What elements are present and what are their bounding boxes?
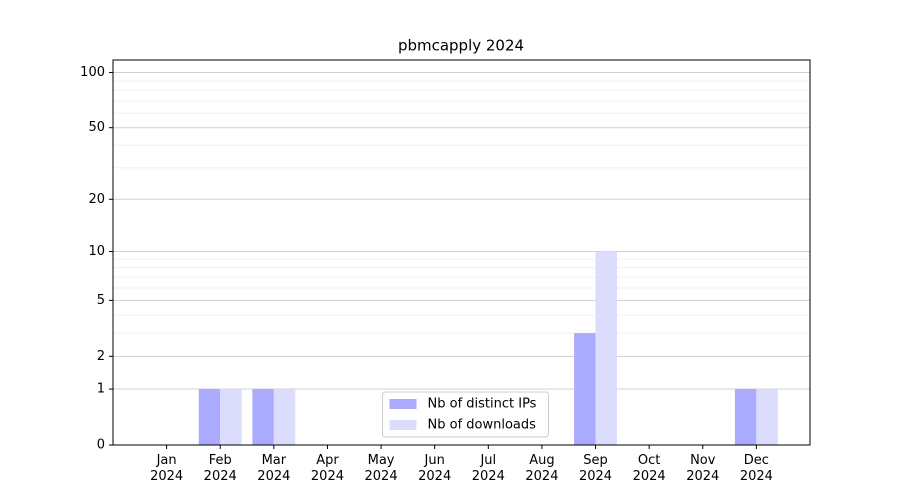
- x-tick-label: May 2024: [364, 453, 398, 484]
- y-tick-label: 0: [97, 438, 105, 453]
- bar: [273, 389, 296, 445]
- legend-swatch: [389, 399, 417, 409]
- legend: Nb of distinct IPs Nb of downloads: [382, 391, 549, 438]
- bar: [595, 251, 617, 445]
- y-tick-label: 10: [88, 244, 105, 259]
- x-tick-label: Feb 2024: [203, 453, 237, 484]
- x-tick-label: Jun 2024: [418, 453, 452, 484]
- y-tick-label: 5: [97, 293, 105, 308]
- bar: [734, 389, 757, 445]
- bar: [756, 389, 778, 445]
- x-tick-label: Mar 2024: [257, 453, 291, 484]
- y-tick-label: 50: [88, 120, 105, 135]
- y-tick-label: 2: [97, 349, 105, 364]
- legend-box: [382, 391, 549, 438]
- bar: [252, 389, 274, 445]
- bar: [574, 333, 596, 445]
- chart-title: pbmcapply 2024: [398, 37, 524, 55]
- bar: [220, 389, 242, 445]
- plot-frame: [112, 59, 811, 446]
- x-tick-label: Oct 2024: [632, 453, 666, 484]
- legend-label: Nb of distinct IPs: [428, 397, 537, 412]
- legend-label: Nb of downloads: [428, 418, 537, 433]
- x-tick-label: Dec 2024: [739, 453, 773, 484]
- x-tick-label: Jan 2024: [150, 453, 184, 484]
- bar: [198, 389, 221, 445]
- y-tick-label: 1: [97, 382, 105, 397]
- y-tick-label: 20: [88, 192, 105, 207]
- y-tick-label: 100: [80, 65, 105, 80]
- x-tick-label: Aug 2024: [525, 453, 559, 484]
- legend-swatch: [389, 420, 417, 430]
- x-tick-label: Jul 2024: [471, 453, 505, 484]
- x-tick-label: Sep 2024: [578, 453, 613, 484]
- x-tick-label: Nov 2024: [686, 453, 720, 484]
- x-tick-label: Apr 2024: [310, 453, 344, 484]
